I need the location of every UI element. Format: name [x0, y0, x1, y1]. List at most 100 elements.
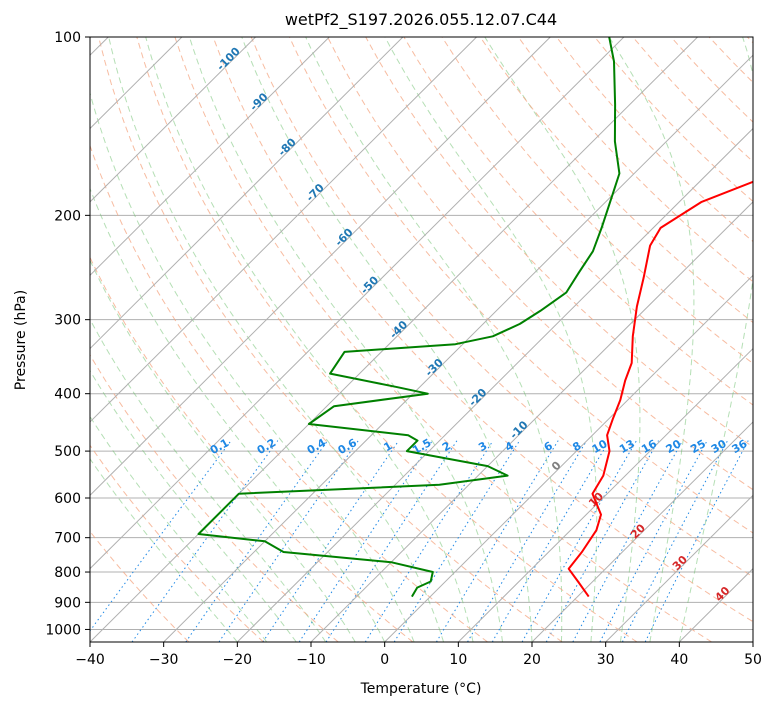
- mixing-ratio-label: 6: [542, 439, 555, 454]
- moist-adiabat: [108, 37, 445, 642]
- dry-adiabat: [90, 144, 488, 642]
- isotherm: [90, 37, 551, 497]
- moist-adiabat: [90, 187, 386, 642]
- x-axis-label: Temperature (°C): [360, 681, 482, 697]
- dry-adiabat: [98, 37, 563, 642]
- dry-adiabat: [517, 37, 753, 283]
- isotherm: [90, 37, 698, 642]
- moist-adiabat: [90, 318, 327, 642]
- mixing-ratio-line: [131, 440, 279, 642]
- mixing-ratio-label: 36: [730, 437, 750, 456]
- isotherm-label: -40: [387, 318, 410, 341]
- isotherm-label: -100: [214, 44, 243, 73]
- moist-adiabat: [384, 37, 598, 642]
- grid-lines: [90, 37, 753, 630]
- moist-adiabat: [145, 37, 474, 642]
- moist-adiabat: [90, 457, 238, 642]
- y-tick-label: 800: [54, 565, 81, 581]
- isotherm: [236, 127, 753, 642]
- x-tick-label: 20: [523, 652, 541, 668]
- y-tick-label: 100: [54, 30, 81, 46]
- moist-adiabat: [484, 37, 641, 642]
- isotherm: [457, 347, 753, 642]
- isotherm: [90, 37, 256, 203]
- mixing-ratio-line: [521, 440, 637, 642]
- isotherm-label: -80: [276, 135, 299, 158]
- y-tick-label: 1000: [45, 622, 81, 638]
- mixing-ratio-line: [90, 440, 232, 632]
- isotherm: [163, 54, 753, 642]
- x-tick-label: 40: [670, 652, 688, 668]
- temperature-profile: [567, 180, 753, 598]
- mixing-ratio-label: 0.6: [336, 436, 360, 457]
- chart-title: wetPf2_S197.2026.055.12.07.C44: [285, 10, 557, 30]
- dry-adiabat: [90, 354, 339, 642]
- mixing-ratio-line: [599, 440, 708, 642]
- axes: −40 −30 −20 −10 0 10 20 30 40 5010020030040050060…: [45, 30, 762, 668]
- x-tick-label: −10: [296, 652, 326, 668]
- isotherm: [678, 567, 753, 642]
- x-tick-label: −40: [75, 652, 105, 668]
- moist-adiabat-lines: [90, 37, 753, 642]
- y-tick-label: 500: [54, 444, 81, 460]
- dry-adiabat: [90, 444, 264, 642]
- mixing-ratio-line: [325, 440, 458, 642]
- mixing-ratio-line: [364, 440, 494, 642]
- x-tick-label: −20: [223, 652, 253, 668]
- y-tick-label: 700: [54, 531, 81, 547]
- mixing-ratio-line: [644, 440, 749, 642]
- isotherm-label: -10: [507, 418, 530, 441]
- dry-adiabat: [250, 37, 753, 578]
- dry-adiabat: [479, 37, 753, 324]
- isotherm-label: -70: [304, 181, 327, 204]
- isotherm-label: 40: [712, 584, 732, 604]
- isotherm: [90, 37, 477, 423]
- isotherm: [310, 201, 753, 642]
- mixing-ratio-label: 0.2: [255, 436, 278, 457]
- isotherm: [605, 494, 753, 642]
- dry-adiabat: [746, 37, 753, 44]
- mixing-ratio-label: 4: [503, 439, 516, 454]
- line-labels: 0.1 0.2 0.4 0.6 1 1.5 2 3 4 6 8 10 13 16 20 25 30 36-100-…: [208, 44, 750, 604]
- isotherm-lines: [90, 37, 753, 642]
- x-tick-label: 0: [380, 652, 389, 668]
- y-tick-label: 400: [54, 387, 81, 403]
- mixing-ratio-line: [467, 440, 588, 642]
- mixing-ratio-line: [218, 440, 359, 642]
- isotherm-label: -30: [423, 356, 446, 379]
- isotherm-label: -20: [466, 386, 489, 409]
- mixing-ratio-line: [545, 440, 659, 642]
- mixing-ratio-label: 25: [688, 437, 708, 456]
- mixing-ratio-line: [621, 440, 729, 642]
- y-axis-label: Pressure (hPa): [13, 290, 29, 390]
- mixing-ratio-label: 1: [381, 439, 394, 454]
- dry-adiabat: [708, 37, 753, 84]
- dry-adiabat-lines: [90, 37, 753, 642]
- profile-series: [197, 37, 753, 598]
- moist-adiabat: [90, 91, 415, 642]
- x-tick-label: 30: [597, 652, 615, 668]
- x-tick-label: 50: [744, 652, 762, 668]
- mixing-ratio-line: [393, 440, 521, 642]
- isotherm: [752, 641, 753, 642]
- dry-adiabat: [212, 37, 753, 623]
- plot-frame: [89, 36, 754, 643]
- isotherm-label: 10: [586, 490, 606, 510]
- moist-adiabat: [90, 415, 268, 642]
- isotherm: [90, 37, 625, 570]
- mixing-ratio-line: [185, 440, 329, 642]
- dry-adiabat: [327, 37, 753, 491]
- y-tick-label: 600: [54, 491, 81, 507]
- isotherm: [90, 37, 330, 276]
- mixing-ratio-label: 16: [639, 437, 659, 456]
- dry-adiabat: [288, 37, 753, 534]
- mixing-ratio-label: 20: [664, 437, 684, 456]
- dry-adiabat: [136, 37, 638, 642]
- isotherm: [384, 274, 753, 642]
- x-tick-label: 10: [449, 652, 467, 668]
- mixing-ratio-label: 30: [709, 437, 729, 456]
- isotherm-label: -60: [332, 226, 355, 249]
- isotherm: [531, 421, 753, 642]
- dry-adiabat: [90, 256, 414, 642]
